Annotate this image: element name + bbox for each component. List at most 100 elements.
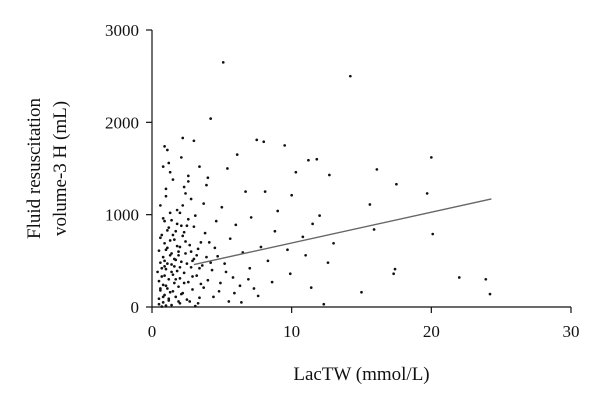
- data-point: [186, 280, 190, 284]
- data-point: [238, 284, 242, 288]
- data-point: [166, 262, 169, 265]
- data-point: [168, 290, 172, 294]
- data-point: [182, 281, 186, 285]
- data-point: [178, 301, 182, 305]
- data-point: [368, 203, 372, 206]
- data-point: [172, 281, 176, 285]
- data-point: [209, 261, 213, 265]
- data-point: [198, 296, 201, 300]
- data-point: [199, 282, 203, 286]
- data-point: [206, 176, 210, 180]
- data-point: [395, 182, 398, 186]
- data-point: [259, 245, 263, 249]
- trend-line: [193, 198, 492, 266]
- data-point: [429, 156, 433, 159]
- data-point: [240, 301, 243, 304]
- data-point: [177, 300, 180, 303]
- data-point: [170, 218, 173, 222]
- data-point: [248, 266, 252, 270]
- data-point: [200, 264, 204, 267]
- data-point: [198, 266, 201, 270]
- data-point: [175, 269, 179, 273]
- data-point: [166, 229, 169, 232]
- y-tick-label: 3000: [105, 21, 139, 40]
- data-point: [252, 287, 256, 290]
- data-point: [375, 168, 379, 171]
- data-point: [393, 267, 397, 271]
- data-point: [233, 291, 236, 295]
- data-point: [163, 293, 166, 297]
- data-point: [283, 144, 287, 147]
- y-axis-title-line-2: volume-3 H (mL): [50, 101, 71, 236]
- data-point: [181, 234, 185, 238]
- data-point: [216, 254, 219, 258]
- y-tick-label: 2000: [105, 113, 139, 132]
- data-point: [179, 292, 183, 296]
- data-point: [161, 217, 165, 220]
- data-point: [168, 253, 172, 257]
- data-point: [182, 271, 186, 275]
- data-point: [164, 267, 168, 271]
- data-point: [175, 244, 179, 248]
- data-point: [266, 259, 270, 263]
- data-point: [174, 277, 178, 281]
- data-point: [195, 253, 199, 257]
- y-axis-title: Fluid resuscitation volume-3 H (mL): [24, 98, 71, 239]
- data-point: [220, 205, 224, 209]
- data-point: [196, 301, 200, 305]
- data-point: [392, 272, 395, 276]
- data-point: [159, 287, 162, 290]
- y-axis-ticks: 0 1000 2000 3000: [105, 21, 152, 317]
- data-point: [192, 139, 196, 143]
- x-tick-label: 0: [148, 322, 157, 341]
- data-point: [191, 288, 194, 291]
- data-point: [170, 263, 173, 266]
- data-point: [195, 274, 199, 277]
- data-point: [270, 280, 274, 284]
- data-point: [290, 193, 294, 197]
- data-point: [164, 248, 168, 252]
- data-point: [348, 74, 352, 78]
- data-point: [171, 233, 175, 237]
- data-point: [184, 240, 187, 243]
- data-point: [164, 187, 168, 191]
- data-point: [192, 257, 196, 261]
- data-point: [178, 265, 182, 269]
- data-point: [163, 219, 166, 223]
- data-point: [159, 236, 162, 240]
- data-point: [168, 170, 172, 174]
- data-point: [157, 297, 161, 301]
- data-point: [431, 232, 435, 236]
- data-point: [189, 250, 193, 253]
- data-point: [457, 276, 461, 279]
- data-point: [163, 144, 166, 148]
- data-point: [164, 284, 168, 288]
- data-point: [227, 300, 231, 303]
- data-point: [191, 259, 194, 263]
- data-point: [172, 265, 176, 268]
- data-point: [221, 60, 225, 64]
- data-point: [328, 173, 331, 177]
- data-point: [189, 197, 193, 201]
- data-point: [247, 277, 250, 281]
- data-point: [168, 239, 172, 242]
- data-point: [235, 153, 239, 156]
- data-point: [315, 157, 319, 161]
- data-point: [223, 262, 226, 265]
- data-point: [178, 277, 182, 280]
- data-point: [175, 222, 179, 226]
- data-point: [170, 252, 173, 255]
- data-point: [193, 214, 197, 217]
- data-point: [178, 211, 182, 215]
- data-point: [309, 286, 313, 289]
- data-point: [174, 295, 178, 299]
- data-point: [179, 260, 183, 264]
- data-point: [171, 178, 175, 181]
- data-point: [163, 259, 166, 263]
- data-point: [276, 209, 280, 213]
- data-point: [159, 204, 162, 207]
- data-point: [186, 217, 190, 221]
- data-point: [163, 274, 166, 277]
- data-point: [167, 277, 171, 281]
